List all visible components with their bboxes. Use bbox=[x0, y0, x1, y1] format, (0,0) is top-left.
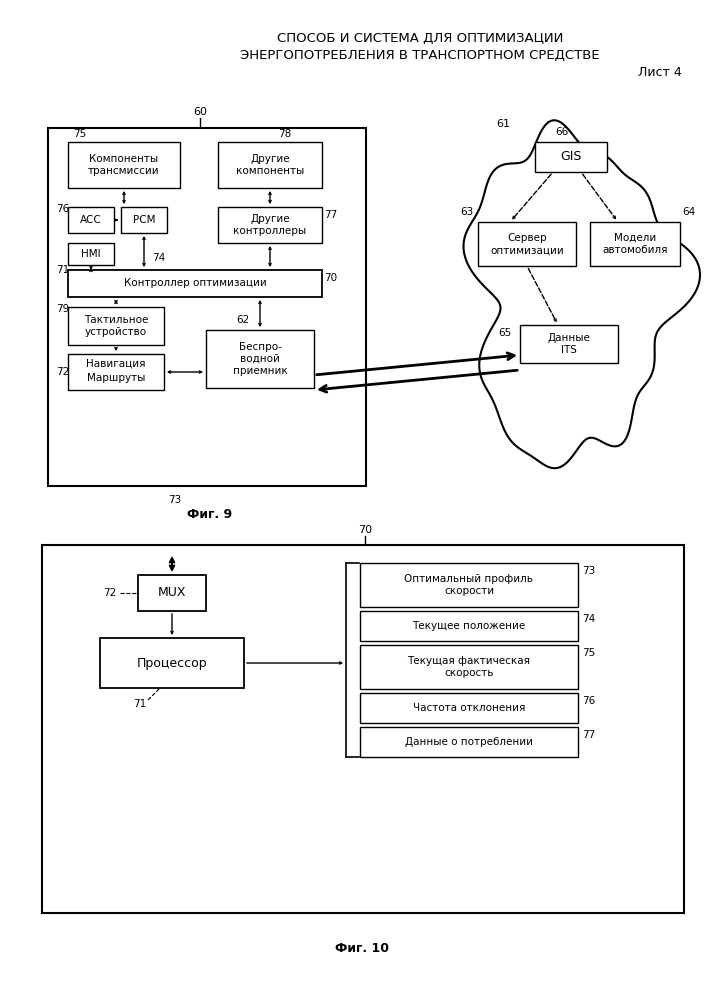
Text: Частота отклонения: Частота отклонения bbox=[413, 703, 525, 713]
Text: 66: 66 bbox=[555, 127, 568, 137]
Text: Фиг. 10: Фиг. 10 bbox=[335, 942, 389, 954]
Text: Беспро-
водной
приемник: Беспро- водной приемник bbox=[233, 342, 287, 376]
Bar bbox=[218, 142, 322, 188]
Text: Другие
компоненты: Другие компоненты bbox=[236, 154, 304, 176]
Text: Данные о потреблении: Данные о потреблении bbox=[405, 737, 533, 747]
Bar bbox=[42, 545, 684, 913]
Text: 61: 61 bbox=[496, 119, 510, 129]
Polygon shape bbox=[463, 120, 700, 468]
Bar bbox=[68, 307, 164, 345]
Text: Текущая фактическая
скорость: Текущая фактическая скорость bbox=[407, 656, 531, 678]
Text: 79: 79 bbox=[56, 304, 70, 314]
Text: Другие
контроллеры: Другие контроллеры bbox=[233, 214, 307, 236]
Bar bbox=[360, 645, 578, 689]
Text: 77: 77 bbox=[324, 210, 337, 220]
Text: СПОСОБ И СИСТЕМА ДЛЯ ОПТИМИЗАЦИИ: СПОСОБ И СИСТЕМА ДЛЯ ОПТИМИЗАЦИИ bbox=[277, 31, 563, 44]
Text: PCM: PCM bbox=[133, 215, 155, 225]
Text: 77: 77 bbox=[582, 730, 595, 740]
Bar bbox=[206, 330, 314, 388]
Bar bbox=[360, 611, 578, 641]
Text: 72: 72 bbox=[56, 367, 70, 377]
Text: MUX: MUX bbox=[158, 586, 186, 599]
Text: Оптимальный профиль
скорости: Оптимальный профиль скорости bbox=[405, 574, 534, 596]
Text: ЭНЕРГОПОТРЕБЛЕНИЯ В ТРАНСПОРТНОМ СРЕДСТВЕ: ЭНЕРГОПОТРЕБЛЕНИЯ В ТРАНСПОРТНОМ СРЕДСТВ… bbox=[240, 48, 600, 62]
Text: 70: 70 bbox=[324, 273, 337, 283]
Bar bbox=[100, 638, 244, 688]
Text: Контроллер оптимизации: Контроллер оптимизации bbox=[124, 278, 266, 288]
Text: 75: 75 bbox=[73, 129, 86, 139]
Text: 64: 64 bbox=[682, 207, 695, 217]
Text: 71: 71 bbox=[56, 265, 70, 275]
Text: Текущее положение: Текущее положение bbox=[413, 621, 526, 631]
Bar bbox=[68, 142, 180, 188]
Text: 62: 62 bbox=[236, 315, 249, 325]
Text: 74: 74 bbox=[582, 614, 595, 624]
Text: Компоненты
трансмиссии: Компоненты трансмиссии bbox=[88, 154, 160, 176]
Bar bbox=[48, 128, 366, 486]
Text: 72: 72 bbox=[103, 588, 116, 598]
Text: 75: 75 bbox=[582, 648, 595, 658]
Text: Лист 4: Лист 4 bbox=[638, 66, 682, 79]
Text: GIS: GIS bbox=[560, 150, 581, 163]
Text: 76: 76 bbox=[56, 204, 70, 214]
Text: Модели
автомобиля: Модели автомобиля bbox=[602, 233, 668, 255]
Bar bbox=[218, 207, 322, 243]
Text: 74: 74 bbox=[152, 253, 165, 263]
Text: Фиг. 9: Фиг. 9 bbox=[188, 508, 233, 522]
Text: 78: 78 bbox=[278, 129, 291, 139]
Bar bbox=[360, 563, 578, 607]
Bar bbox=[360, 693, 578, 723]
Text: Навигация: Навигация bbox=[86, 359, 146, 369]
Text: 71: 71 bbox=[133, 699, 146, 709]
Text: Тактильное
устройство: Тактильное устройство bbox=[84, 315, 148, 337]
Text: Процессор: Процессор bbox=[137, 656, 207, 670]
Text: 65: 65 bbox=[499, 328, 512, 338]
Bar bbox=[68, 207, 114, 233]
Text: Данные
ITS: Данные ITS bbox=[547, 333, 590, 355]
Bar bbox=[535, 142, 607, 172]
Bar bbox=[121, 207, 167, 233]
Bar bbox=[68, 354, 164, 390]
Text: 73: 73 bbox=[582, 566, 595, 576]
Bar bbox=[590, 222, 680, 266]
Bar bbox=[138, 575, 206, 611]
Text: ACC: ACC bbox=[80, 215, 102, 225]
Text: HMI: HMI bbox=[81, 249, 101, 259]
Text: 76: 76 bbox=[582, 696, 595, 706]
Bar bbox=[520, 325, 618, 363]
Text: 73: 73 bbox=[168, 495, 182, 505]
Text: Сервер
оптимизации: Сервер оптимизации bbox=[490, 233, 564, 255]
Bar bbox=[68, 270, 322, 297]
Text: Маршруты: Маршруты bbox=[87, 373, 145, 383]
Bar bbox=[360, 727, 578, 757]
Text: 60: 60 bbox=[193, 107, 207, 117]
Text: 70: 70 bbox=[358, 525, 372, 535]
Text: 63: 63 bbox=[461, 207, 474, 217]
Bar bbox=[68, 243, 114, 265]
Bar bbox=[478, 222, 576, 266]
